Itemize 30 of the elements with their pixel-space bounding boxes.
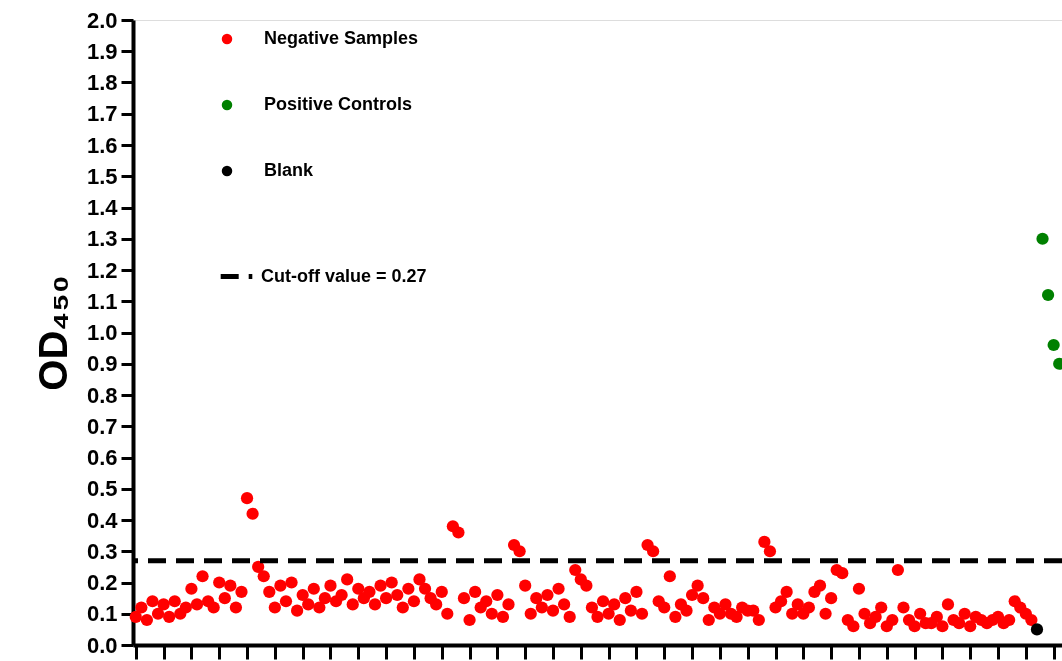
y-tick-label: 1.9 <box>86 38 118 64</box>
legend-label: Cut-off value = 0.27 <box>261 265 427 286</box>
legend-label: Negative Samples <box>264 28 419 48</box>
y-tick-label: 0.8 <box>86 382 118 408</box>
point <box>1041 288 1055 302</box>
y-tick-label: 0.2 <box>86 570 118 595</box>
y-tick-label: 0.4 <box>86 507 119 533</box>
point <box>1047 338 1060 352</box>
legend-label: Positive Controls <box>264 94 413 114</box>
y-tick-label: 0.3 <box>86 538 118 564</box>
y-tick-label: 1.1 <box>86 288 118 314</box>
y-tick-label: 0.0 <box>86 632 118 658</box>
y-tick-label: 1.5 <box>86 163 118 189</box>
y-tick-label: 1.0 <box>86 320 118 345</box>
y-tick-label: 1.3 <box>86 226 118 252</box>
y-tick-label: 1.7 <box>86 101 118 127</box>
legend-label: Blank <box>264 160 315 180</box>
y-tick-label: 1.4 <box>86 195 119 220</box>
point <box>1036 232 1049 245</box>
y-tick-label: 1.8 <box>86 70 118 95</box>
point <box>1030 623 1044 636</box>
y-tick-label: 1.6 <box>86 132 118 158</box>
y-tick-label: 0.9 <box>86 351 118 377</box>
y-tick-label: 0.7 <box>86 413 118 439</box>
y-axis-title: OD₄₅₀ <box>30 275 75 391</box>
y-tick-label: 1.2 <box>86 257 118 283</box>
y-tick-label: 2.0 <box>86 7 118 33</box>
y-tick-label: 0.1 <box>86 601 118 627</box>
y-tick-label: 0.5 <box>86 476 118 502</box>
y-tick-label: 0.6 <box>86 445 118 470</box>
